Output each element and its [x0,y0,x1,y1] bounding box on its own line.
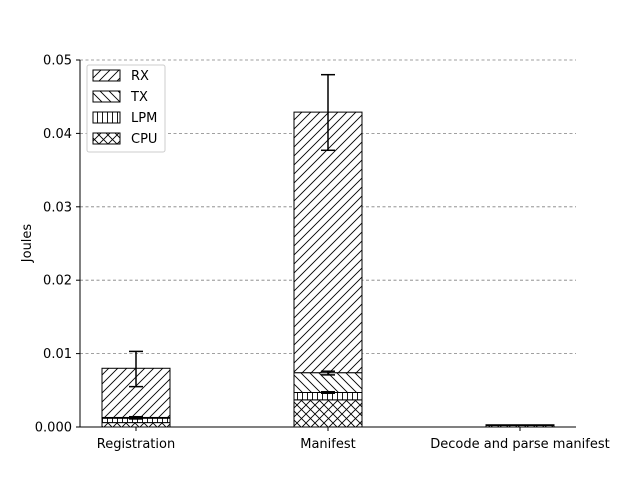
error-bar-manifest-rx [321,73,335,152]
y-tick-label: 0.02 [43,274,72,289]
legend-swatch-rx [92,69,121,82]
legend-swatch-lpm [92,111,121,124]
y-tick-label: 0.000 [35,421,72,436]
bar-registration-cpu [101,422,171,428]
y-tick-label: 0.05 [43,54,72,69]
error-bars [129,73,335,420]
x-tick-label-manifest: Manifest [300,437,355,452]
legend-label-rx: RX [131,69,149,84]
error-bar-registration-lpm [129,415,143,420]
x-tick-label-registration: Registration [97,437,175,452]
error-bar-manifest-tx [321,370,335,376]
legend-label-tx: TX [130,90,148,105]
error-bar-registration-rx [129,350,143,388]
legend-frame [86,64,166,153]
bar-manifest-rx [293,111,363,374]
x-tick-label-decode-and-parse-manifest: Decode and parse manifest [430,437,609,452]
bars [101,111,555,428]
legend-swatch-tx [92,90,121,103]
x-ticks: Registration Manifest Decode and parse man… [97,427,610,452]
y-axis-label: Joules [20,224,35,264]
bar-manifest-tx [293,372,363,394]
bar-decode-and-parse-manifest-lpm [485,424,555,427]
legend: RX TX LPM CPU [86,64,166,153]
legend-label-lpm: LPM [131,111,157,126]
bar-manifest-cpu [293,399,363,428]
y-tick-label: 0.03 [43,200,72,215]
legend-label-cpu: CPU [131,132,157,147]
y-tick-label: 0.01 [43,347,72,362]
y-ticks: 0.000 0.01 0.02 0.03 0.04 0.05 [35,54,80,436]
y-tick-label: 0.04 [43,127,72,142]
legend-swatch-cpu [92,132,121,145]
error-bar-manifest-lpm [321,391,335,394]
